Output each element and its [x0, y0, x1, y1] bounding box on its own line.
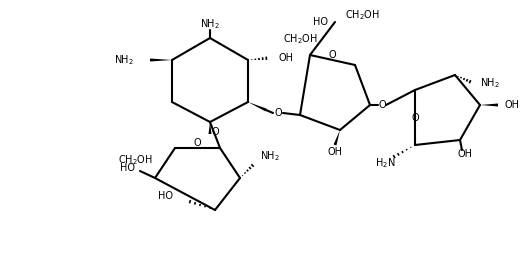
- Text: OH: OH: [458, 149, 472, 159]
- Polygon shape: [150, 59, 172, 61]
- Text: NH$_2$: NH$_2$: [114, 53, 134, 67]
- Polygon shape: [208, 122, 211, 134]
- Text: O: O: [378, 100, 386, 110]
- Text: O: O: [211, 127, 219, 137]
- Text: NH$_2$: NH$_2$: [480, 76, 500, 90]
- Text: HO: HO: [312, 17, 328, 27]
- Text: OH: OH: [278, 53, 294, 63]
- Text: HO: HO: [119, 163, 135, 173]
- Text: O: O: [274, 108, 282, 118]
- Polygon shape: [480, 104, 498, 106]
- Text: O: O: [328, 50, 336, 60]
- Text: CH$_2$OH: CH$_2$OH: [282, 32, 318, 46]
- Text: OH: OH: [328, 147, 342, 157]
- Text: CH$_2$OH: CH$_2$OH: [345, 8, 380, 22]
- Text: O: O: [411, 113, 419, 123]
- Text: NH$_2$: NH$_2$: [200, 17, 220, 31]
- Text: CH$_2$OH: CH$_2$OH: [117, 153, 153, 167]
- Text: NH$_2$: NH$_2$: [260, 149, 280, 163]
- Text: OH: OH: [504, 100, 520, 110]
- Polygon shape: [248, 102, 267, 111]
- Text: O: O: [193, 138, 201, 148]
- Polygon shape: [333, 130, 340, 146]
- Text: HO: HO: [157, 191, 173, 201]
- Text: H$_2$N: H$_2$N: [375, 156, 395, 170]
